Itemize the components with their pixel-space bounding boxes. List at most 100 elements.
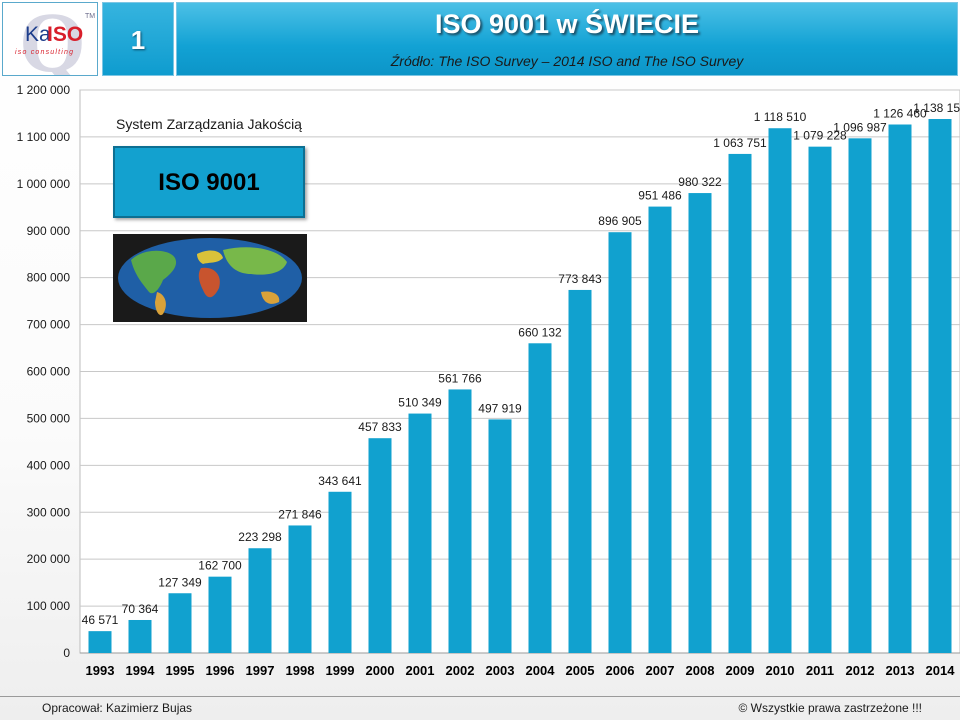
data-label: 343 641 xyxy=(318,474,362,488)
header: Q Ka ISO iso consulting TM 1 ISO 9001 w … xyxy=(0,0,960,78)
x-tick-label: 1994 xyxy=(126,663,156,678)
bar xyxy=(888,124,912,654)
logo-q-letter: Q xyxy=(19,2,86,76)
x-tick-label: 2006 xyxy=(606,663,635,678)
y-tick-label: 200 000 xyxy=(27,552,71,566)
x-tick-label: 1993 xyxy=(86,663,115,678)
data-label: 1 138 155 xyxy=(913,101,960,115)
x-tick-label: 1997 xyxy=(246,663,275,678)
y-tick-label: 300 000 xyxy=(27,505,71,519)
logo-iso-text: ISO xyxy=(47,23,84,46)
y-tick-label: 1 200 000 xyxy=(17,83,71,97)
data-label: 271 846 xyxy=(278,507,322,521)
bar xyxy=(928,119,952,653)
x-tick-label: 2000 xyxy=(366,663,395,678)
data-label: 1 118 510 xyxy=(754,110,807,124)
x-tick-label: 2010 xyxy=(766,663,795,678)
data-label: 951 486 xyxy=(638,189,682,203)
data-label: 223 298 xyxy=(238,530,282,544)
data-label: 510 349 xyxy=(398,396,442,410)
data-label: 773 843 xyxy=(558,272,602,286)
slide-number-box: 1 xyxy=(102,2,174,76)
page-subtitle: Źródło: The ISO Survey – 2014 ISO and Th… xyxy=(390,53,744,69)
bars xyxy=(88,119,952,654)
x-tick-label: 2011 xyxy=(806,663,834,678)
y-tick-label: 500 000 xyxy=(27,411,71,425)
y-tick-label: 1 100 000 xyxy=(17,130,71,144)
data-label: 1 126 460 xyxy=(873,107,927,121)
bar xyxy=(208,576,232,653)
bar-chart: 0 100 000 200 000 300 000 400 000 500 000 600 … xyxy=(17,83,960,678)
y-tick-label: 1 000 000 xyxy=(17,177,71,191)
company-logo: Q Ka ISO iso consulting TM xyxy=(2,2,98,76)
x-tick-label: 2005 xyxy=(566,663,595,678)
footer-copyright: © Wszystkie prawa zastrzeżone !!! xyxy=(738,701,922,715)
x-tick-label: 2003 xyxy=(486,663,515,678)
data-label: 46 571 xyxy=(82,613,119,627)
bar xyxy=(488,419,512,653)
x-tick-label: 2014 xyxy=(926,663,956,678)
bar xyxy=(88,631,112,653)
x-tick-label: 2008 xyxy=(686,663,715,678)
data-label: 457 833 xyxy=(358,420,402,434)
y-tick-label: 0 xyxy=(63,646,70,660)
title-banner: ISO 9001 w ŚWIECIE Źródło: The ISO Surve… xyxy=(176,2,958,76)
y-tick-label: 100 000 xyxy=(27,599,71,613)
data-label: 896 905 xyxy=(598,214,642,228)
bar xyxy=(288,525,312,653)
bar xyxy=(168,593,192,653)
x-tick-label: 2012 xyxy=(846,663,875,678)
data-label: 1 063 751 xyxy=(713,136,767,150)
x-tick-label: 1998 xyxy=(286,663,315,678)
data-label: 660 132 xyxy=(518,325,562,339)
bar xyxy=(528,343,552,653)
bar xyxy=(568,289,592,653)
logo-ka-text: Ka xyxy=(25,23,51,46)
x-axis-ticks: 1993 1994 1995 1996 1997 1998 1999 2000 2001 2002… xyxy=(86,663,956,678)
data-label: 1 079 228 xyxy=(793,129,847,143)
x-tick-label: 2013 xyxy=(886,663,915,678)
x-tick-label: 2007 xyxy=(646,663,675,678)
bar xyxy=(328,491,352,653)
x-tick-label: 2001 xyxy=(406,663,435,678)
footer-author: Opracował: Kazimierz Bujas xyxy=(42,701,193,715)
data-label: 497 919 xyxy=(478,401,522,415)
bar xyxy=(848,138,872,653)
data-label: 162 700 xyxy=(198,559,242,573)
data-label: 561 766 xyxy=(438,371,482,385)
bar xyxy=(368,438,392,653)
bar xyxy=(688,193,712,653)
data-label: 1 096 987 xyxy=(833,120,887,134)
world-map-icon xyxy=(113,234,307,322)
data-label: 127 349 xyxy=(158,575,202,589)
x-tick-label: 1996 xyxy=(206,663,235,678)
bar xyxy=(448,389,472,653)
y-tick-label: 900 000 xyxy=(27,224,71,238)
bar xyxy=(128,619,152,653)
y-tick-label: 400 000 xyxy=(27,458,71,472)
system-label: System Zarządzania Jakością xyxy=(116,116,302,132)
page-title: ISO 9001 w ŚWIECIE xyxy=(434,9,700,39)
y-tick-label: 800 000 xyxy=(27,271,71,285)
bar xyxy=(768,128,792,653)
bar xyxy=(728,153,752,653)
slide-number: 1 xyxy=(130,25,146,55)
footer-divider xyxy=(0,696,960,697)
x-tick-label: 2009 xyxy=(726,663,755,678)
bar xyxy=(648,206,672,653)
x-tick-label: 2002 xyxy=(446,663,475,678)
x-tick-label: 1995 xyxy=(166,663,195,678)
bar xyxy=(408,413,432,653)
data-label: 980 322 xyxy=(678,175,722,189)
bar xyxy=(808,146,832,653)
iso-standard-box: ISO 9001 xyxy=(113,146,305,218)
y-tick-label: 600 000 xyxy=(27,365,71,379)
x-tick-label: 2004 xyxy=(526,663,556,678)
data-label: 70 364 xyxy=(122,602,159,616)
logo-tagline: iso consulting xyxy=(15,49,75,56)
y-tick-label: 700 000 xyxy=(27,318,71,332)
x-tick-label: 1999 xyxy=(326,663,355,678)
iso-standard-label: ISO 9001 xyxy=(158,169,260,196)
bar xyxy=(608,232,632,653)
